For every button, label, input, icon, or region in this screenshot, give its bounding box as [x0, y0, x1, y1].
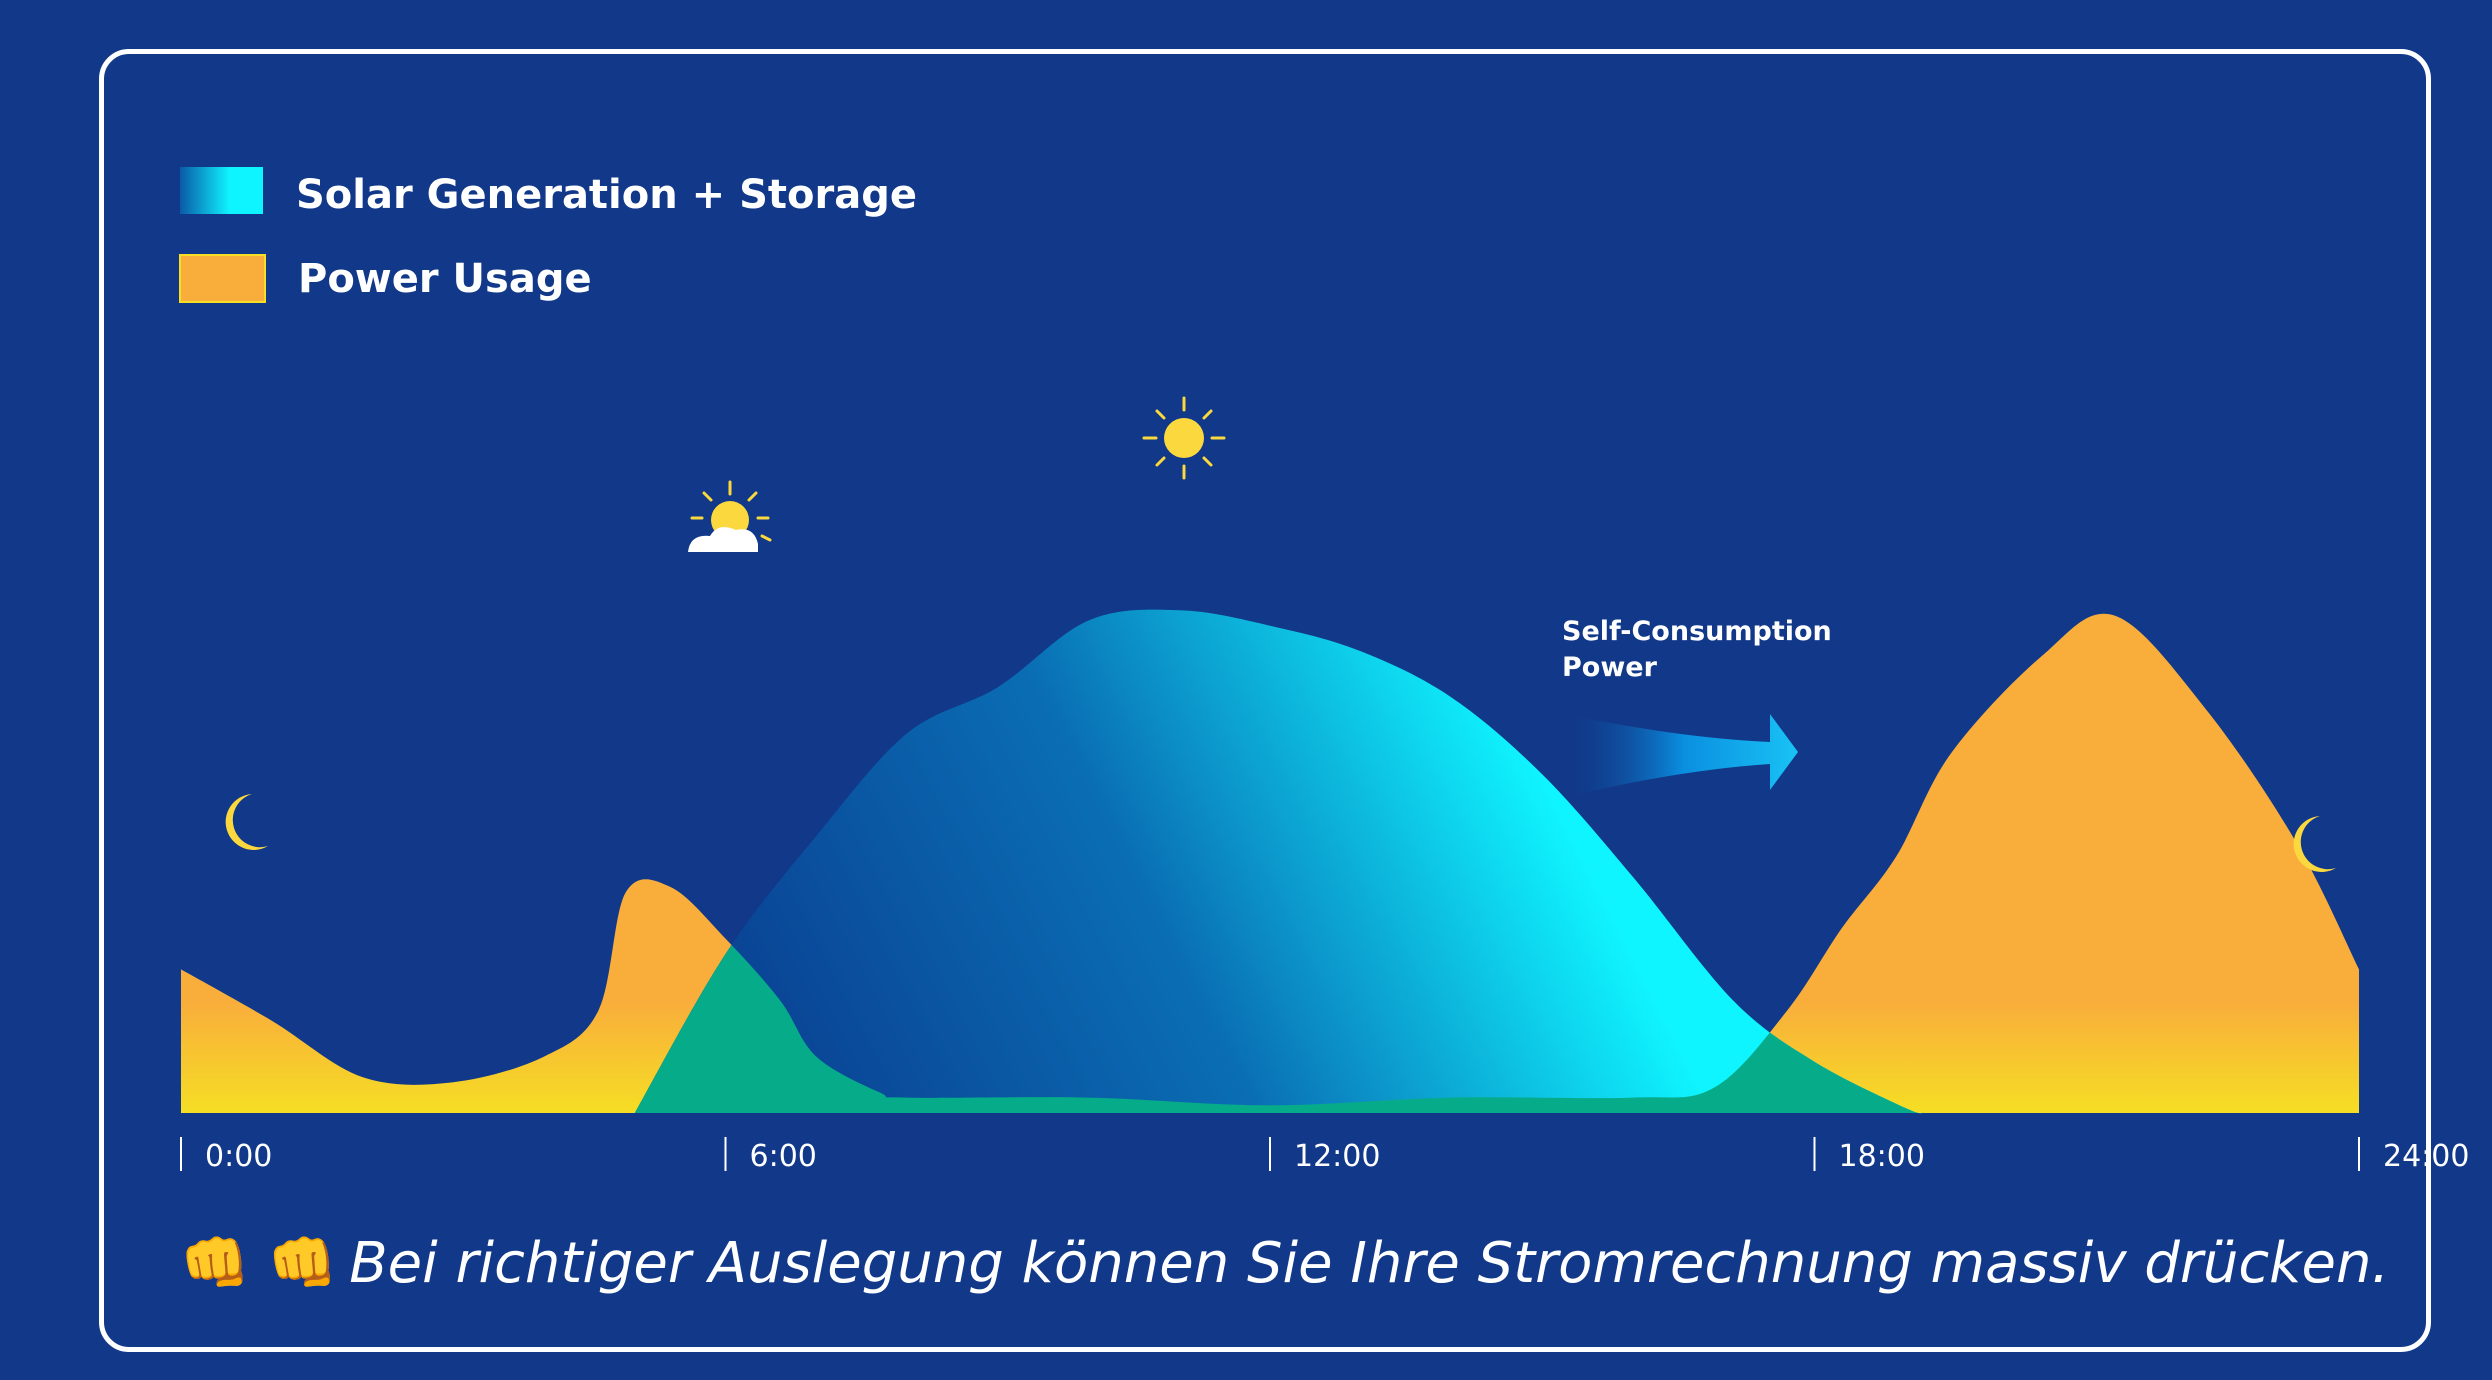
fist-icon: 👊 👊	[180, 1231, 338, 1296]
caption-text: Bei richtiger Auslegung können Sie Ihre …	[349, 1231, 2390, 1296]
solar-generation-area	[634, 609, 1924, 1114]
arrow-icon	[1570, 714, 1798, 796]
x-tick-label: 6:00	[750, 1139, 817, 1174]
moon-icon	[2293, 816, 2336, 872]
x-axis: 0:00 6:00 12:00 18:00 24:00	[180, 1137, 2469, 1174]
x-tick-label: 18:00	[1839, 1139, 1925, 1174]
annotation-line-2: Power	[1562, 652, 1658, 683]
legend-label-solar: Solar Generation + Storage	[296, 172, 917, 218]
chart-card	[99, 49, 2431, 1352]
x-tick-label: 24:00	[2383, 1139, 2469, 1174]
caption: 👊 👊 Bei richtiger Auslegung können Sie Ih…	[180, 1230, 2389, 1296]
legend-label-usage: Power Usage	[298, 256, 592, 302]
legend-swatch-solar	[180, 167, 263, 214]
moon-icon	[225, 794, 268, 850]
self-consumption-annotation: Self-Consumption Power	[1562, 616, 1832, 796]
x-tick-label: 12:00	[1294, 1139, 1380, 1174]
sun-icon	[1142, 396, 1226, 480]
x-tick-label: 0:00	[205, 1139, 272, 1174]
sun-behind-cloud-icon	[688, 480, 772, 552]
legend-swatch-usage	[179, 254, 266, 303]
legend: Solar Generation + Storage Power Usage	[179, 167, 917, 303]
annotation-line-1: Self-Consumption	[1562, 616, 1832, 647]
